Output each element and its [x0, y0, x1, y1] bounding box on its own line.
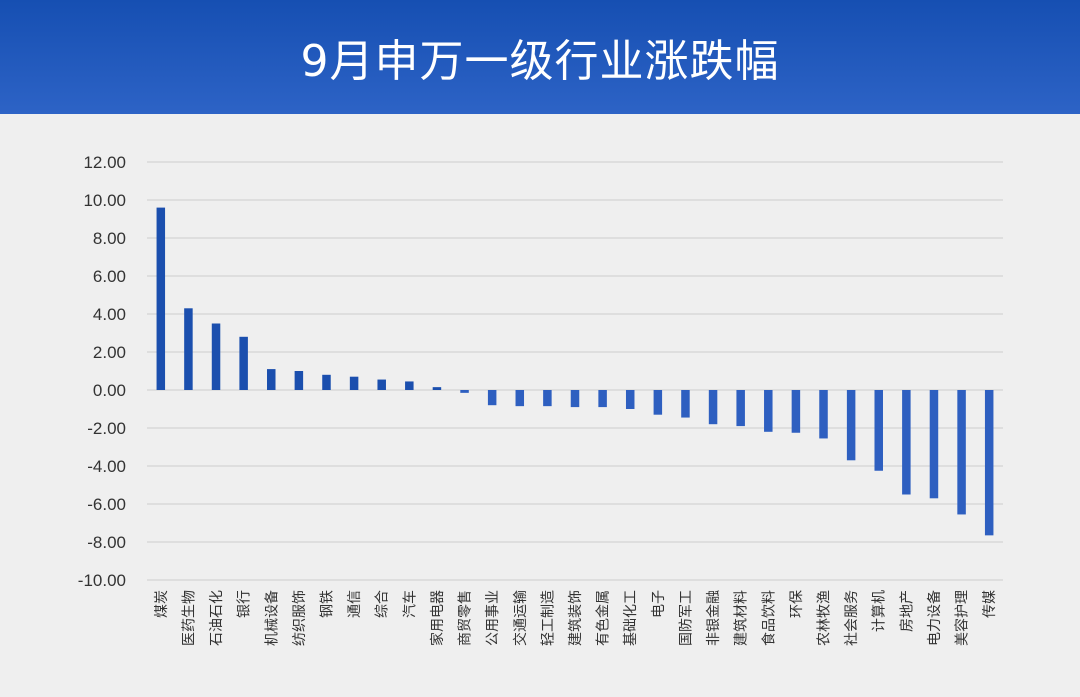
bar: [211, 323, 221, 390]
x-tick-label: 机械设备: [263, 590, 280, 646]
bar: [957, 390, 966, 515]
bars: [156, 207, 994, 536]
chart-area: 12.00 10.00 8.00 6.00 4.00 2.00 0.00 -2.00 -4.00…: [0, 114, 1080, 697]
y-tick-label: 4.00: [93, 305, 126, 324]
x-tick-label: 基础化工: [622, 590, 639, 646]
x-tick-label: 交通运输: [512, 590, 529, 646]
x-tick-label: 医药生物: [181, 590, 197, 646]
x-tick-label: 传媒: [982, 590, 998, 618]
x-tick-label: 建筑材料: [734, 590, 750, 646]
bar: [819, 390, 828, 439]
x-tick-label: 纺织服饰: [292, 590, 308, 646]
y-tick-label: 6.00: [93, 267, 126, 286]
bar-chart: 12.00 10.00 8.00 6.00 4.00 2.00 0.00 -2.00 -4.00…: [78, 153, 1003, 646]
x-tick-label: 煤炭: [154, 590, 170, 618]
bar: [294, 371, 304, 390]
title-banner: 9月申万一级行业涨跌幅: [0, 0, 1080, 114]
bar: [377, 379, 386, 390]
bar: [487, 390, 497, 406]
x-axis-labels: 煤炭 医药生物 石油石化 银行 机械设备 纺织服饰 钢铁 通信 综合 汽车 家用电器 商贸零售 公用事业…: [154, 590, 998, 646]
bar: [874, 390, 883, 471]
bar: [156, 207, 166, 390]
bar: [515, 390, 525, 407]
x-tick-label: 钢铁: [319, 590, 335, 618]
bar: [653, 390, 663, 415]
x-tick-label: 美容护理: [954, 590, 971, 646]
bar: [184, 308, 193, 390]
chart-title: 9月申万一级行业涨跌幅: [300, 36, 780, 87]
bar: [764, 390, 773, 432]
x-tick-label: 电子: [651, 590, 667, 618]
y-tick-label: 10.00: [83, 191, 126, 210]
bar: [267, 369, 276, 390]
x-tick-label: 环保: [789, 590, 805, 618]
y-tick-label: -6.00: [87, 495, 126, 514]
bar: [322, 374, 331, 390]
bar: [432, 387, 442, 390]
y-tick-label: -10.00: [78, 571, 126, 590]
bar: [902, 390, 911, 495]
gridlines: [147, 161, 1003, 581]
x-tick-label: 石油石化: [209, 590, 225, 646]
x-tick-label: 建筑装饰: [568, 590, 584, 646]
bar: [598, 390, 607, 408]
y-axis-ticks: 12.00 10.00 8.00 6.00 4.00 2.00 0.00 -2.00 -4.00…: [78, 153, 126, 590]
y-tick-label: -4.00: [87, 457, 126, 476]
x-tick-label: 汽车: [401, 590, 418, 618]
x-tick-label: 商贸零售: [458, 590, 474, 646]
bar: [349, 376, 359, 390]
x-tick-label: 社会服务: [844, 590, 860, 646]
x-tick-label: 非银金融: [706, 590, 722, 646]
y-tick-label: 12.00: [83, 153, 126, 172]
y-tick-label: 0.00: [93, 381, 126, 400]
bar: [570, 390, 580, 408]
x-tick-label: 家用电器: [429, 590, 446, 646]
x-tick-label: 公用事业: [485, 590, 501, 646]
bar: [984, 390, 994, 536]
x-tick-label: 计算机: [872, 590, 888, 632]
x-tick-label: 通信: [347, 590, 363, 618]
x-tick-label: 综合: [375, 590, 391, 618]
bar: [460, 390, 469, 393]
y-tick-label: 2.00: [93, 343, 126, 362]
bar: [846, 390, 856, 461]
bar: [543, 390, 552, 407]
bar: [791, 390, 801, 433]
x-tick-label: 国防军工: [678, 590, 694, 646]
y-tick-label: -8.00: [87, 533, 126, 552]
x-tick-label: 电力设备: [926, 590, 943, 646]
bar: [625, 390, 635, 409]
bar: [681, 390, 690, 418]
y-tick-label: 8.00: [93, 229, 126, 248]
x-tick-label: 食品饮料: [760, 590, 777, 646]
bar: [736, 390, 745, 427]
x-tick-label: 轻工制造: [540, 590, 556, 646]
bar: [405, 381, 414, 390]
bar: [929, 390, 939, 499]
x-tick-label: 银行: [237, 590, 253, 618]
x-tick-label: 有色金属: [595, 590, 612, 646]
bar: [239, 336, 248, 390]
y-tick-label: -2.00: [87, 419, 126, 438]
bar: [708, 390, 718, 425]
x-tick-label: 农林牧渔: [817, 590, 833, 646]
x-tick-label: 房地产: [899, 590, 915, 632]
